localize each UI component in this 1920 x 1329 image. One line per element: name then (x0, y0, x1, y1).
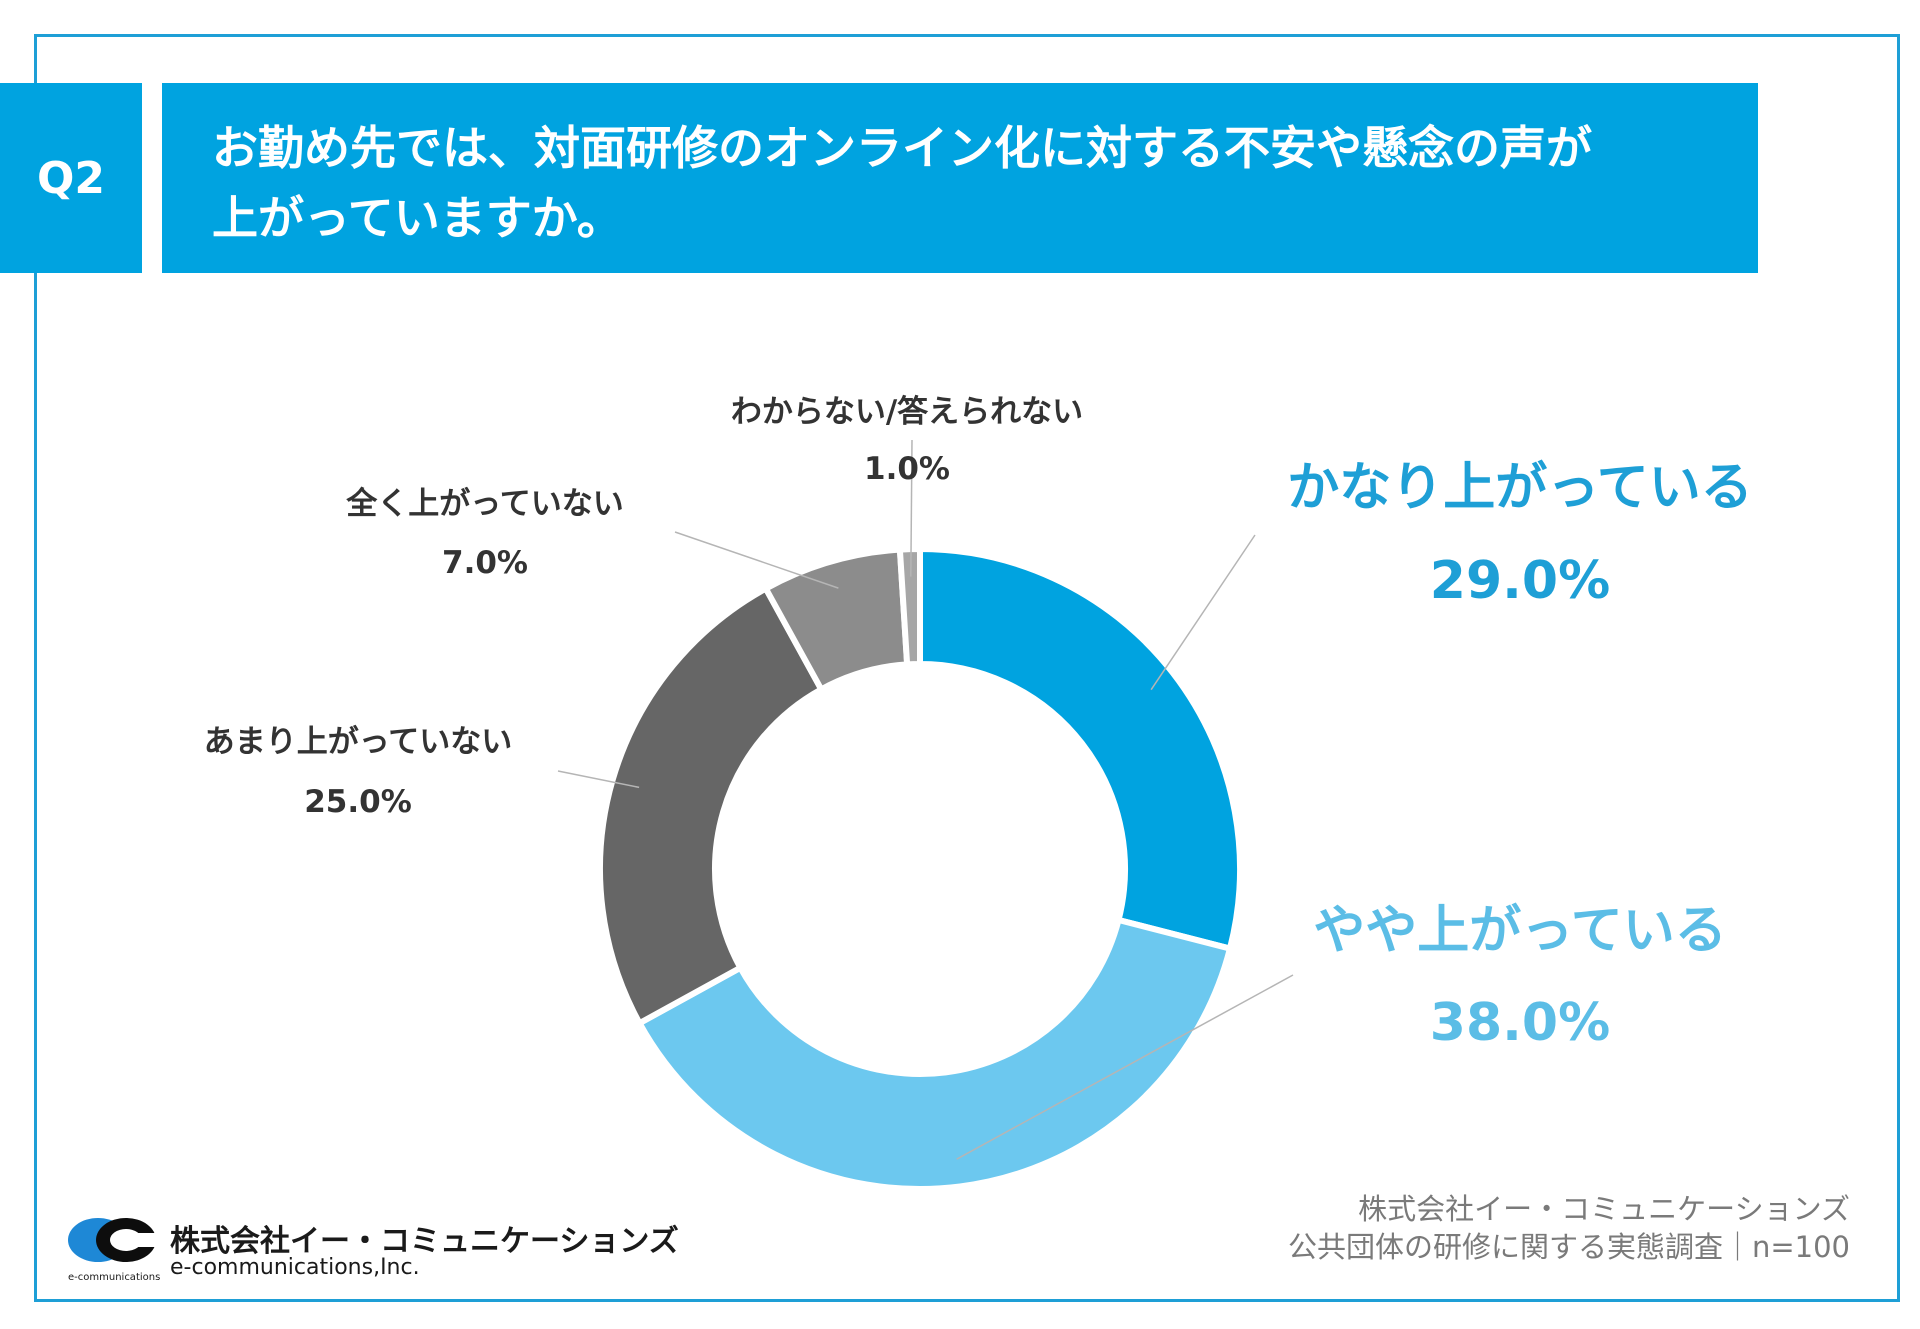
leader-line-4 (910, 439, 913, 577)
data-labels: かなり上がっている 29.0% やや上がっている 38.0% あまり上がっていな… (204, 394, 1753, 1053)
label-slice-0-name: かなり上がっている (1287, 458, 1752, 518)
donut-slices (597, 545, 1243, 1192)
donut-slice-0 (917, 545, 1243, 953)
leader-line-3 (674, 531, 839, 589)
leader-line-0 (1150, 534, 1256, 691)
donut-slice-4 (896, 545, 923, 668)
label-slice-2-name: あまり上がっていない (204, 724, 512, 760)
company-logo: 株式会社イー・コミュニケーションズ e-communications,Inc. … (68, 1210, 679, 1290)
label-slice-3-name: 全く上がっていない (345, 486, 623, 522)
question-title: お勤め先では、対面研修のオンライン化に対する不安や懸念の声が 上がっていますか。 (162, 83, 1758, 273)
page-frame (34, 34, 1900, 1302)
label-slice-2-value: 25.0% (304, 784, 412, 820)
leader-lines (557, 439, 1294, 1160)
label-slice-1-value: 38.0% (1430, 993, 1610, 1053)
logo-mark-icon (68, 1218, 168, 1262)
label-slice-3-value: 7.0% (442, 545, 528, 581)
logo-small-text: e-communications (68, 1272, 161, 1283)
label-slice-0-value: 29.0% (1430, 551, 1610, 611)
donut-slice-2 (597, 584, 826, 1028)
question-title-line-1: お勤め先では、対面研修のオンライン化に対する不安や懸念の声が (212, 121, 1592, 175)
question-badge: Q2 (0, 83, 142, 273)
source-line-2: 公共団体の研修に関する実態調査｜n=100 (1287, 1230, 1850, 1264)
leader-line-2 (557, 770, 640, 789)
label-slice-1-name: やや上がっている (1313, 901, 1726, 961)
donut-slice-1 (635, 916, 1234, 1192)
logo-company-en: e-communications,Inc. (170, 1255, 420, 1280)
logo-company-name: 株式会社イー・コミュニケーションズ (170, 1224, 679, 1259)
question-title-line-2: 上がっていますか。 (212, 191, 623, 245)
source-line-1: 株式会社イー・コミュニケーションズ (1358, 1192, 1850, 1226)
label-slice-4-name: わからない/答えられない (731, 394, 1083, 430)
label-slice-4-value: 1.0% (864, 451, 950, 487)
leader-line-1 (956, 974, 1294, 1160)
source-note: 株式会社イー・コミュニケーションズ 公共団体の研修に関する実態調査｜n=100 (1288, 1190, 1850, 1266)
